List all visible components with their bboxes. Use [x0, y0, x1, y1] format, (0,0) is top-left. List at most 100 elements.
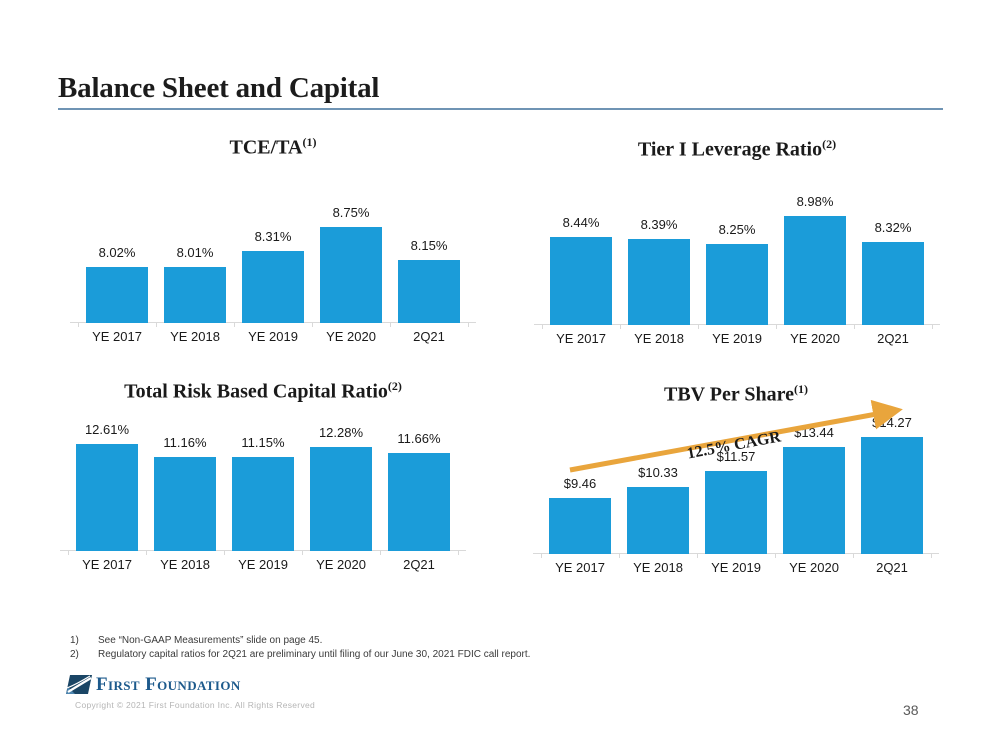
footnote-text: Regulatory capital ratios for 2Q21 are p… [98, 649, 531, 660]
bar [861, 437, 923, 554]
chart-title-text: Total Risk Based Capital Ratio [124, 380, 388, 403]
bar-slot: 8.25% [698, 158, 776, 325]
bar-slot: 8.44% [542, 158, 620, 325]
plot-area: 12.61% 11.16% 11.15% 12.28% 11.66% [60, 400, 466, 555]
footnote-marker: 1) [70, 635, 79, 646]
category-label: 2Q21 [403, 557, 435, 572]
footnote: 1) See “Non-GAAP Measurements” slide on … [70, 634, 530, 648]
axis-tick [312, 323, 313, 327]
footnote-ref: (1) [794, 382, 808, 396]
axis-tick [468, 323, 469, 327]
category-label: YE 2019 [238, 557, 288, 572]
bar-slot: 8.75% [312, 156, 390, 323]
axis-tick [932, 325, 933, 329]
category-label: 2Q21 [876, 560, 908, 575]
title-underline [58, 108, 943, 110]
bar-slot: 8.01% [156, 156, 234, 323]
bar-slot: 8.98% [776, 158, 854, 325]
chart-title: Tier I Leverage Ratio(2) [542, 132, 932, 161]
chart-title-text: TCE/TA [229, 136, 303, 159]
bar-slot: 8.15% [390, 156, 468, 323]
bar-value-label: 8.32% [874, 220, 912, 235]
category-label: YE 2019 [248, 329, 298, 344]
plot-area: 8.44% 8.39% 8.25% 8.98% 8.32% [534, 158, 940, 329]
bar [627, 487, 689, 554]
chart-tce-ta: TCE/TA(1) 8.02% 8.01% 8.31% 8.75% 8.15% YE 2… [70, 130, 476, 344]
bar-value-label: $11.57 [716, 449, 756, 464]
plot-area: $9.46 $10.33 $11.57 $13.44 $14.27 [533, 403, 939, 558]
footnote-ref: (2) [387, 379, 402, 393]
axis-tick [931, 554, 932, 558]
bar-slot: 11.15% [224, 400, 302, 551]
bar [784, 216, 846, 325]
bar [232, 457, 294, 551]
axis-tick [390, 323, 391, 327]
axis-tick [224, 551, 225, 555]
axis-tick [619, 554, 620, 558]
category-label: YE 2018 [634, 331, 684, 346]
bar-value-label: $9.46 [563, 476, 597, 491]
bar [164, 267, 226, 323]
category-label: 2Q21 [413, 329, 445, 344]
bar [242, 251, 304, 323]
bar-slot: 8.02% [78, 156, 156, 323]
axis-tick [776, 325, 777, 329]
chart-tier1-leverage: Tier I Leverage Ratio(2) 8.44% 8.39% 8.25%… [534, 132, 940, 346]
bar [76, 444, 138, 551]
axis-tick [854, 325, 855, 329]
bar-value-label: 8.39% [640, 217, 678, 232]
category-label: YE 2017 [555, 560, 605, 575]
footnote-text: See “Non-GAAP Measurements” slide on pag… [98, 635, 323, 646]
axis-tick [78, 323, 79, 327]
category-label: YE 2017 [92, 329, 142, 344]
footnote-marker: 2) [70, 649, 79, 660]
bar-value-label: 12.28% [318, 425, 364, 440]
category-label: YE 2019 [711, 560, 761, 575]
category-label: YE 2020 [789, 560, 839, 575]
category-axis-labels: YE 2017 YE 2018 YE 2019 YE 2020 2Q21 [542, 331, 932, 346]
bar-slot: 8.32% [854, 158, 932, 325]
bar [388, 453, 450, 551]
bar-slot: 11.66% [380, 400, 458, 551]
footnote-ref: (1) [302, 135, 317, 149]
bar-value-label: 11.66% [397, 431, 441, 446]
axis-tick [698, 325, 699, 329]
footnotes: 1) See “Non-GAAP Measurements” slide on … [70, 634, 530, 662]
bar-value-label: 8.25% [718, 222, 756, 237]
bar [549, 498, 611, 554]
bar-value-label: 12.61% [84, 422, 130, 437]
bar-slot: 8.39% [620, 158, 698, 325]
bar-slot: 12.61% [68, 400, 146, 551]
category-label: YE 2020 [790, 331, 840, 346]
page-number: 38 [903, 702, 919, 718]
category-axis-labels: YE 2017 YE 2018 YE 2019 YE 2020 2Q21 [541, 560, 931, 575]
bar-value-label: 8.02% [98, 245, 136, 260]
bar [706, 244, 768, 325]
footnote: 2) Regulatory capital ratios for 2Q21 ar… [70, 648, 530, 662]
copyright-line: Copyright © 2021 First Foundation Inc. A… [75, 700, 316, 710]
chart-total-risk-based-capital: Total Risk Based Capital Ratio(2) 12.61%… [60, 374, 466, 572]
bar-value-label: 11.16% [163, 435, 207, 450]
category-label: YE 2018 [160, 557, 210, 572]
bar-value-label: 8.75% [332, 205, 370, 220]
axis-tick [620, 325, 621, 329]
axis-tick [380, 551, 381, 555]
chart-title-text: Tier I Leverage Ratio [637, 138, 823, 161]
logo-wordmark: First Foundation [96, 674, 241, 695]
bar-value-label: 8.44% [562, 215, 600, 230]
category-label: YE 2017 [556, 331, 606, 346]
bar-value-label: 8.15% [410, 238, 448, 253]
axis-tick [853, 554, 854, 558]
axis-tick [68, 551, 69, 555]
category-label: YE 2020 [326, 329, 376, 344]
chart-title: Total Risk Based Capital Ratio(2) [68, 374, 458, 403]
axis-tick [697, 554, 698, 558]
bar [398, 260, 460, 323]
chart-title: TCE/TA(1) [78, 130, 468, 159]
axis-tick [234, 323, 235, 327]
bar [310, 447, 372, 551]
axis-tick [542, 325, 543, 329]
bar [86, 267, 148, 323]
bar [628, 239, 690, 325]
